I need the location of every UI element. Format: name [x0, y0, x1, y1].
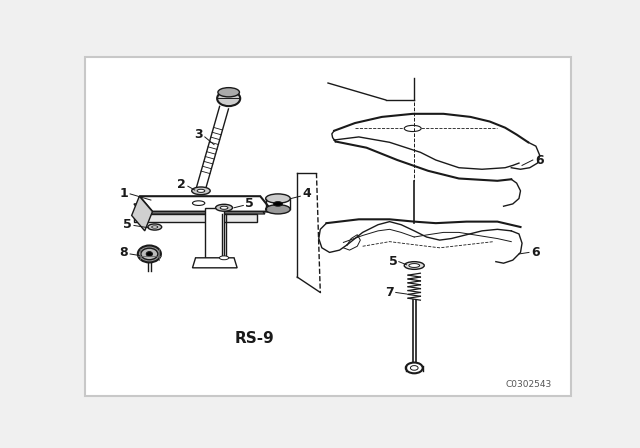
- Ellipse shape: [220, 256, 228, 260]
- Text: 4: 4: [302, 187, 311, 200]
- Ellipse shape: [406, 362, 422, 373]
- Text: 6: 6: [532, 246, 540, 259]
- Ellipse shape: [147, 252, 152, 256]
- Ellipse shape: [266, 194, 291, 203]
- Ellipse shape: [138, 246, 161, 263]
- Text: 8: 8: [120, 246, 128, 259]
- Ellipse shape: [221, 206, 231, 210]
- Ellipse shape: [220, 206, 228, 209]
- Text: 5: 5: [245, 198, 254, 211]
- Ellipse shape: [410, 366, 418, 370]
- Ellipse shape: [197, 189, 205, 192]
- Polygon shape: [134, 214, 257, 222]
- Text: 7: 7: [385, 286, 394, 299]
- Text: 3: 3: [195, 128, 203, 141]
- Ellipse shape: [152, 226, 158, 228]
- Ellipse shape: [216, 204, 232, 211]
- Ellipse shape: [404, 262, 424, 269]
- Ellipse shape: [192, 187, 210, 195]
- Text: 2: 2: [177, 178, 186, 191]
- Ellipse shape: [217, 90, 240, 106]
- Ellipse shape: [273, 202, 283, 206]
- Polygon shape: [193, 258, 237, 268]
- Text: C0302543: C0302543: [505, 380, 551, 389]
- Ellipse shape: [148, 224, 162, 230]
- Ellipse shape: [141, 248, 158, 260]
- Ellipse shape: [404, 125, 421, 132]
- Ellipse shape: [266, 205, 291, 214]
- Polygon shape: [140, 196, 273, 211]
- Polygon shape: [134, 204, 265, 214]
- Polygon shape: [205, 208, 224, 258]
- Ellipse shape: [218, 88, 239, 97]
- Text: 1: 1: [120, 187, 129, 200]
- Polygon shape: [132, 196, 152, 231]
- Text: 6: 6: [536, 154, 544, 167]
- Ellipse shape: [193, 201, 205, 206]
- Text: 5: 5: [124, 218, 132, 231]
- Text: RS-9: RS-9: [235, 331, 275, 346]
- Text: 5: 5: [389, 255, 398, 268]
- Ellipse shape: [409, 263, 420, 267]
